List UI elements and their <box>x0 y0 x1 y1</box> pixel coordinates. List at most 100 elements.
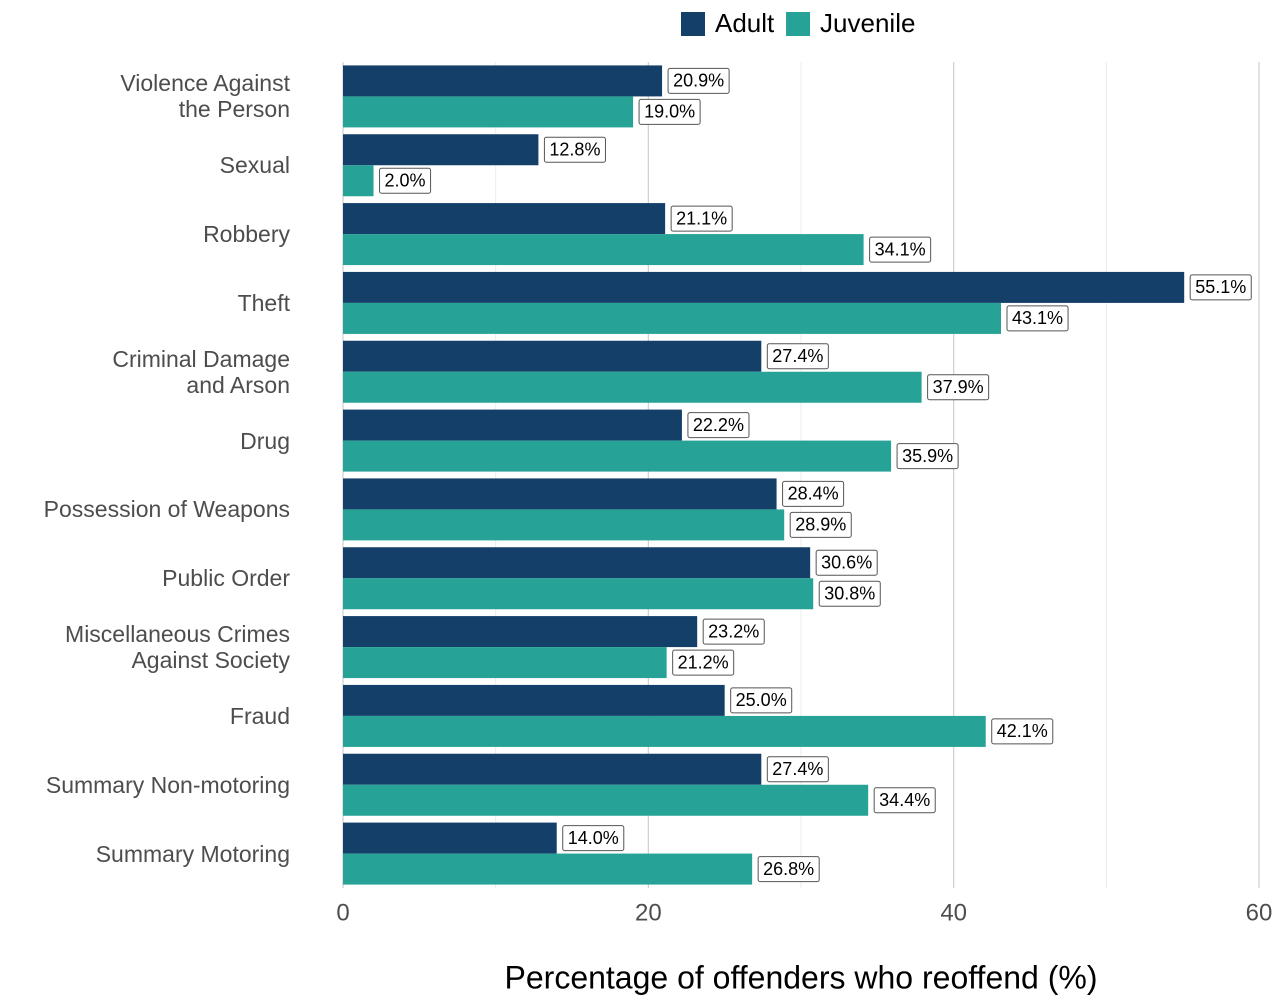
value-label-group: 35.9% <box>896 443 959 470</box>
value-label-group: 43.1% <box>1006 305 1069 332</box>
bar <box>343 753 762 785</box>
value-label-box <box>757 856 820 883</box>
value-label: 28.9% <box>795 515 846 535</box>
bar <box>343 616 698 648</box>
value-label-box <box>667 67 730 94</box>
value-label-box <box>815 549 878 576</box>
value-label-group: 28.9% <box>789 511 852 538</box>
value-label-group: 30.6% <box>815 549 878 576</box>
value-label-box <box>670 205 733 232</box>
value-label-group: 21.2% <box>672 649 735 676</box>
bar <box>343 822 557 854</box>
value-label-group: 27.4% <box>766 756 829 783</box>
x-tick-label: 40 <box>940 899 967 926</box>
bar <box>343 271 1185 303</box>
value-label-group: 28.4% <box>782 480 845 507</box>
bar <box>343 234 864 266</box>
value-label-group: 19.0% <box>638 98 701 125</box>
y-tick-label: Summary Motoring <box>95 840 290 867</box>
value-label: 27.4% <box>772 346 823 366</box>
y-tick-label: Fraud <box>229 702 290 729</box>
value-label-box <box>818 580 881 607</box>
value-label-group: 37.9% <box>927 374 990 401</box>
value-label-group: 21.1% <box>670 205 733 232</box>
value-label-group: 27.4% <box>766 343 829 370</box>
legend-swatch <box>786 12 811 36</box>
value-label-box <box>869 236 932 263</box>
y-tick-label: Public Order <box>162 565 290 592</box>
bar <box>343 65 663 97</box>
value-label: 19.0% <box>644 102 695 122</box>
value-label: 27.4% <box>772 759 823 779</box>
value-label-group: 34.1% <box>869 236 932 263</box>
value-label-group: 26.8% <box>757 856 820 883</box>
y-tick-label: Robbery <box>203 221 290 248</box>
value-label-group: 2.0% <box>379 167 432 194</box>
value-label-box <box>896 443 959 470</box>
value-label: 23.2% <box>708 621 759 641</box>
value-label: 21.1% <box>676 208 727 228</box>
bar <box>343 547 811 579</box>
y-tick-label: Drug <box>240 427 290 454</box>
value-label-group: 20.9% <box>667 67 730 94</box>
x-axis-title: Percentage of offenders who reoffend (%) <box>505 959 1098 995</box>
value-label-box <box>766 756 829 783</box>
value-label-box <box>873 787 936 814</box>
bar <box>343 302 1001 334</box>
value-label: 22.2% <box>693 415 744 435</box>
value-label-box <box>1189 274 1252 301</box>
value-label: 25.0% <box>736 690 787 710</box>
value-label-box <box>789 511 852 538</box>
value-label: 30.8% <box>824 584 875 604</box>
value-label-box <box>927 374 990 401</box>
y-tick-label: Possession of Weapons <box>43 496 290 523</box>
legend-label: Adult <box>715 8 775 38</box>
x-tick-label: 0 <box>336 899 349 926</box>
value-label-box <box>562 825 625 852</box>
value-label-box <box>687 412 750 439</box>
bar <box>343 684 725 716</box>
value-label: 37.9% <box>933 377 984 397</box>
bar <box>343 715 986 747</box>
legend-swatch <box>681 12 705 36</box>
bar <box>343 96 634 128</box>
value-label-box <box>702 618 765 645</box>
bar <box>343 853 753 885</box>
value-label-group: 25.0% <box>730 687 793 714</box>
value-label: 42.1% <box>997 721 1048 741</box>
value-label-box <box>543 136 606 163</box>
bar <box>343 134 539 166</box>
value-label-group: 12.8% <box>543 136 606 163</box>
bar <box>343 165 374 197</box>
value-label: 14.0% <box>568 828 619 848</box>
y-tick-label: Violence Against the Person <box>120 70 290 123</box>
value-label-group: 42.1% <box>991 718 1054 745</box>
value-label-group: 34.4% <box>873 787 936 814</box>
y-tick-label: Miscellaneous Crimes Against Society <box>65 621 290 674</box>
bar <box>343 578 814 610</box>
bar <box>343 371 922 403</box>
bar <box>343 203 666 235</box>
value-label-box <box>379 167 432 194</box>
value-label: 12.8% <box>549 140 600 160</box>
value-label-box <box>730 687 793 714</box>
bar <box>343 478 777 510</box>
value-label-box <box>782 480 845 507</box>
value-label-group: 30.8% <box>818 580 881 607</box>
y-tick-label: Theft <box>237 289 290 316</box>
bar <box>343 440 892 472</box>
value-label-box <box>1006 305 1069 332</box>
y-tick-label: Sexual <box>219 152 290 179</box>
value-label: 34.4% <box>879 790 930 810</box>
bar <box>343 784 869 816</box>
value-label: 28.4% <box>788 484 839 504</box>
value-label-box <box>672 649 735 676</box>
value-label: 55.1% <box>1195 277 1246 297</box>
y-tick-label: Criminal Damage and Arson <box>112 345 290 398</box>
value-label: 30.6% <box>821 553 872 573</box>
value-label: 43.1% <box>1012 308 1063 328</box>
value-label-box <box>991 718 1054 745</box>
legend-label: Juvenile <box>820 8 915 38</box>
value-label-group: 55.1% <box>1189 274 1252 301</box>
